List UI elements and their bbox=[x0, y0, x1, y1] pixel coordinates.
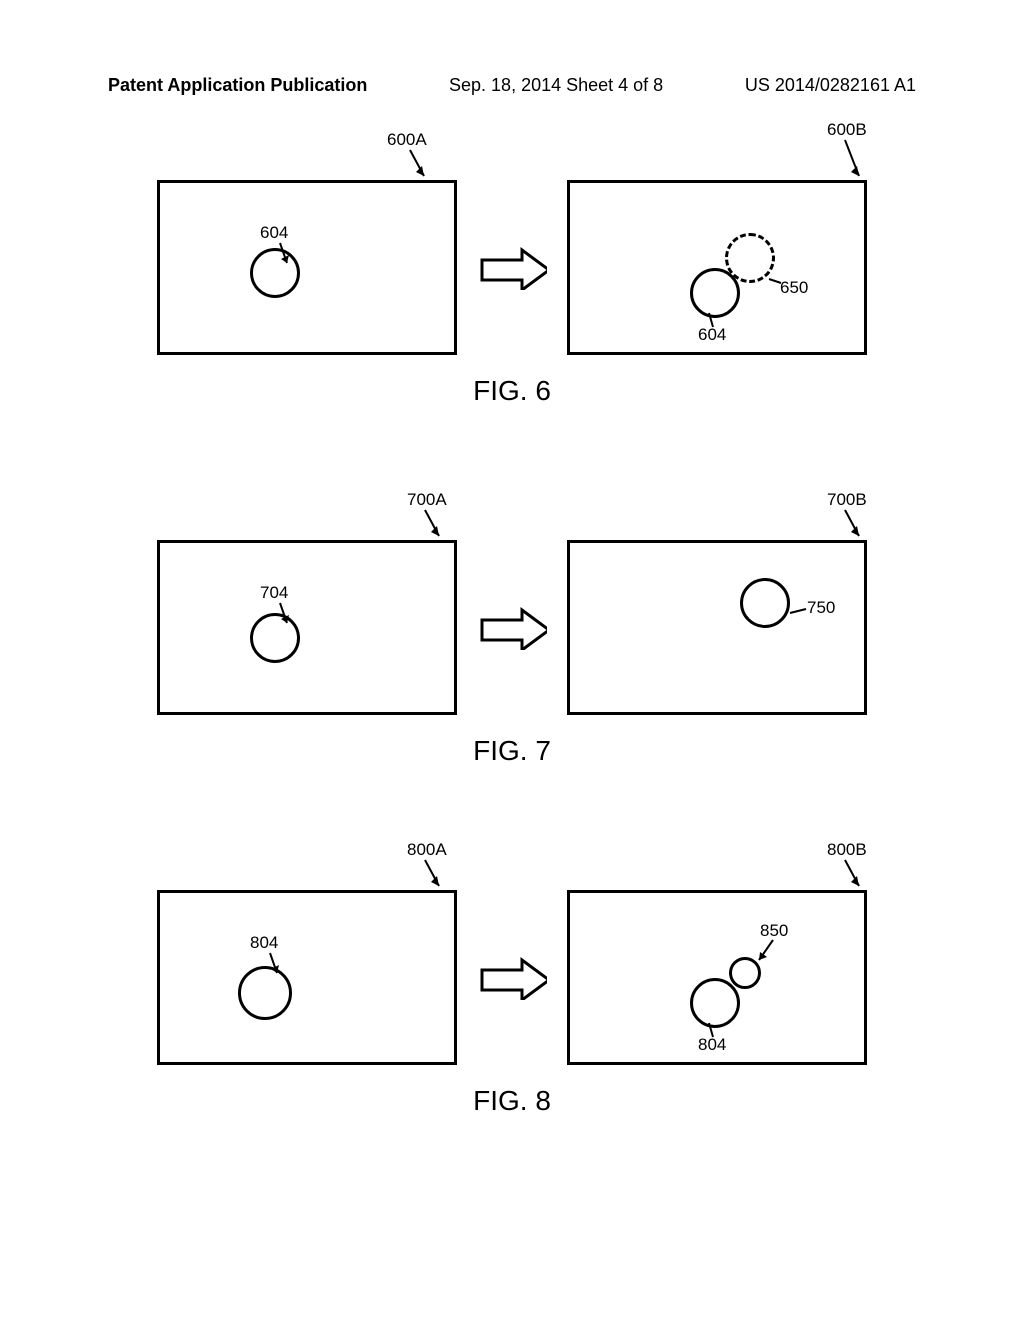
fig8-caption: FIG. 8 bbox=[0, 1085, 1024, 1117]
circle-804-left bbox=[238, 966, 292, 1020]
circle-750-right bbox=[740, 578, 790, 628]
transition-arrow-fig8 bbox=[477, 955, 547, 1000]
fig8-left-wrapper: 800A 804 bbox=[157, 890, 457, 1065]
ref-arrow-750 bbox=[788, 601, 808, 616]
figure-7-panels: 700A 704 700B bbox=[0, 540, 1024, 715]
figure-7: 700A 704 700B bbox=[0, 540, 1024, 767]
figure-6: 600A 604 600B bbox=[0, 180, 1024, 407]
ref-label-704-left: 704 bbox=[260, 583, 288, 603]
ref-arrow-700b bbox=[837, 508, 867, 543]
fig6-caption: FIG. 6 bbox=[0, 375, 1024, 407]
ref-arrow-804-right bbox=[705, 1021, 720, 1039]
ref-label-750: 750 bbox=[807, 598, 835, 618]
ref-arrow-700a bbox=[417, 508, 447, 543]
circle-604-left bbox=[250, 248, 300, 298]
figure-8: 800A 804 800B bbox=[0, 890, 1024, 1117]
fig8-right-wrapper: 800B 850 804 bbox=[567, 890, 867, 1065]
ref-label-700b: 700B bbox=[827, 490, 867, 510]
ref-arrow-650 bbox=[767, 275, 785, 290]
ref-label-604-left: 604 bbox=[260, 223, 288, 243]
header-date-sheet: Sep. 18, 2014 Sheet 4 of 8 bbox=[449, 75, 663, 96]
ref-label-600b: 600B bbox=[827, 120, 867, 140]
ref-arrow-850 bbox=[755, 938, 780, 968]
ref-label-600a: 600A bbox=[387, 130, 427, 150]
ref-arrow-800b bbox=[837, 858, 867, 893]
circle-704-left bbox=[250, 613, 300, 663]
fig7-right-wrapper: 700B 750 bbox=[567, 540, 867, 715]
ref-arrow-800a bbox=[417, 858, 447, 893]
panel-800b: 850 804 bbox=[567, 890, 867, 1065]
transition-arrow-fig7 bbox=[477, 605, 547, 650]
transition-arrow-fig6 bbox=[477, 245, 547, 290]
figure-8-panels: 800A 804 800B bbox=[0, 890, 1024, 1065]
ref-label-800b: 800B bbox=[827, 840, 867, 860]
panel-700b: 750 bbox=[567, 540, 867, 715]
header-patent-number: US 2014/0282161 A1 bbox=[745, 75, 916, 96]
fig7-caption: FIG. 7 bbox=[0, 735, 1024, 767]
ref-label-804-left: 804 bbox=[250, 933, 278, 953]
page-header: Patent Application Publication Sep. 18, … bbox=[0, 75, 1024, 96]
panel-700a: 704 bbox=[157, 540, 457, 715]
fig7-left-wrapper: 700A 704 bbox=[157, 540, 457, 715]
figure-6-panels: 600A 604 600B bbox=[0, 180, 1024, 355]
ref-arrow-600b bbox=[835, 138, 865, 183]
fig6-right-wrapper: 600B 650 604 bbox=[567, 180, 867, 355]
panel-600a: 604 bbox=[157, 180, 457, 355]
ref-arrow-600a bbox=[402, 148, 432, 183]
panel-800a: 804 bbox=[157, 890, 457, 1065]
panel-600b: 650 604 bbox=[567, 180, 867, 355]
ref-label-800a: 800A bbox=[407, 840, 447, 860]
ref-label-700a: 700A bbox=[407, 490, 447, 510]
ref-arrow-604-right bbox=[705, 311, 720, 329]
fig6-left-wrapper: 600A 604 bbox=[157, 180, 457, 355]
header-publication: Patent Application Publication bbox=[108, 75, 367, 96]
